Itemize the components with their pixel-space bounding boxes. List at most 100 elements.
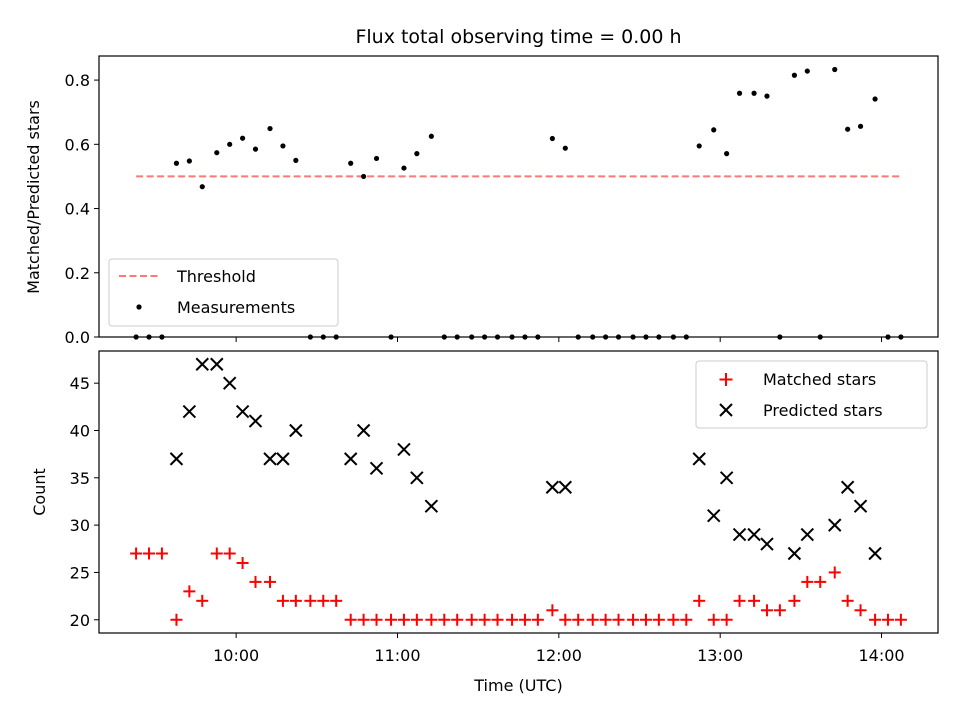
ratio-y-tick-label: 0.4	[65, 200, 90, 219]
measurement-point	[227, 141, 233, 147]
count-axes-frame	[98, 350, 939, 634]
matched-star-point	[183, 585, 196, 598]
measurement-point	[857, 123, 864, 129]
matched-star-point	[304, 594, 317, 607]
matched-star-point	[828, 566, 841, 579]
count-legend: Matched stars Predicted stars	[695, 360, 928, 429]
count-y-ticks: 20 25 30 35 40 45	[70, 374, 99, 630]
matched-star-point	[599, 613, 612, 626]
matched-star-point	[196, 594, 209, 607]
matched-star-point	[894, 613, 907, 626]
predicted-star-point	[195, 357, 209, 371]
measurement-point	[804, 68, 810, 74]
predicted-star-point	[787, 546, 802, 561]
matched-star-point	[385, 613, 398, 626]
predicted-star-point	[289, 423, 303, 438]
predicted-star-point	[868, 546, 882, 561]
measurement-point	[764, 93, 770, 99]
matched-star-point	[680, 613, 693, 626]
count-x-tick-label: 14:00	[858, 646, 904, 665]
matched-star-point	[249, 575, 262, 588]
ratio-panel: 0.00.20.40.60.8 Matched/Predicted stars …	[24, 55, 939, 347]
predicted-star-point	[719, 471, 734, 485]
count-marks	[130, 357, 907, 626]
count-y-tick-label: 35	[70, 469, 90, 488]
measurement-point	[724, 151, 730, 157]
matched-star-point	[438, 613, 451, 626]
measurement-point	[252, 146, 259, 152]
ratio-y-ticks: 0.0 0.2 0.4 0.6 0.8	[65, 71, 99, 347]
count-x-tick-label: 13:00	[697, 646, 743, 665]
count-x-tick-label: 10:00	[213, 646, 259, 665]
predicted-star-point	[369, 461, 384, 476]
count-x-ticks: 10:00 11:00 12:00 13:00 14:00	[213, 633, 905, 665]
predicted-star-point	[732, 527, 747, 542]
measurement-point	[401, 165, 407, 171]
ratio-legend: Threshold Measurements	[108, 258, 339, 327]
matched-star-point	[370, 613, 383, 626]
matched-stars-legend-swatch	[719, 373, 733, 386]
matched-star-point	[586, 613, 599, 626]
matched-star-point	[720, 613, 733, 626]
matched-star-point	[170, 613, 183, 626]
predicted-stars-legend-swatch	[719, 403, 733, 417]
matched-star-point	[639, 613, 652, 626]
matched-star-point	[667, 613, 680, 626]
count-y-axis-label: Count	[30, 468, 49, 516]
measurement-point	[845, 126, 851, 132]
ratio-y-axis-label: Matched/Predicted stars	[24, 100, 43, 294]
matched-star-point	[397, 613, 410, 626]
predicted-star-point	[263, 452, 277, 466]
predicted-star-point	[397, 442, 411, 457]
measurement-point	[199, 184, 205, 190]
threshold-legend-label: Threshold	[176, 267, 256, 286]
matched-star-point	[652, 613, 665, 626]
predicted-star-point	[545, 480, 560, 494]
predicted-star-point	[424, 499, 439, 513]
matched-star-point	[788, 594, 801, 607]
matched-star-point	[276, 594, 289, 607]
predicted-star-point	[747, 527, 761, 542]
measurement-point	[173, 160, 180, 166]
matched-star-point	[814, 575, 827, 588]
predicted-star-point	[840, 480, 855, 494]
matched-star-point	[572, 613, 585, 626]
count-y-tick-label: 40	[70, 421, 90, 440]
matched-star-point	[707, 613, 720, 626]
measurements-legend-swatch	[136, 304, 142, 310]
x-axis-label: Time (UTC)	[473, 676, 562, 695]
matched-star-point	[210, 547, 223, 560]
measurement-point	[562, 145, 568, 151]
measurement-point	[696, 143, 702, 149]
predicted-star-point	[210, 357, 224, 371]
ratio-y-tick-label: 0.0	[65, 328, 90, 347]
measurement-point	[428, 133, 434, 139]
measurement-point	[549, 135, 555, 142]
measurement-point	[872, 96, 878, 102]
count-panel: 20 25 30 35 40 45 10:00 11:00 12:00 13:00 14:00 C…	[30, 350, 939, 695]
measurement-point	[711, 127, 717, 133]
matched-star-point	[506, 613, 519, 626]
matched-star-point	[344, 613, 357, 626]
ratio-axes-frame	[98, 55, 939, 338]
matched-star-point	[491, 613, 504, 626]
predicted-star-point	[410, 471, 424, 485]
measurement-point	[348, 160, 354, 166]
predicted-star-point	[343, 452, 358, 466]
matched-star-point	[451, 613, 464, 626]
measurement-point	[361, 173, 367, 180]
count-y-tick-label: 25	[70, 563, 90, 582]
measurement-point	[293, 157, 299, 163]
predicted-star-point	[853, 499, 868, 513]
matched-star-point	[854, 604, 867, 617]
matched-star-point	[330, 594, 343, 607]
matched-star-point	[748, 594, 761, 607]
matched-star-point	[693, 594, 706, 607]
measurement-point	[239, 135, 246, 141]
matched-star-point	[627, 613, 640, 626]
matched-star-point	[801, 575, 814, 588]
measurement-point	[736, 90, 743, 96]
matched-star-point	[478, 613, 491, 626]
matched-star-point	[881, 613, 894, 626]
